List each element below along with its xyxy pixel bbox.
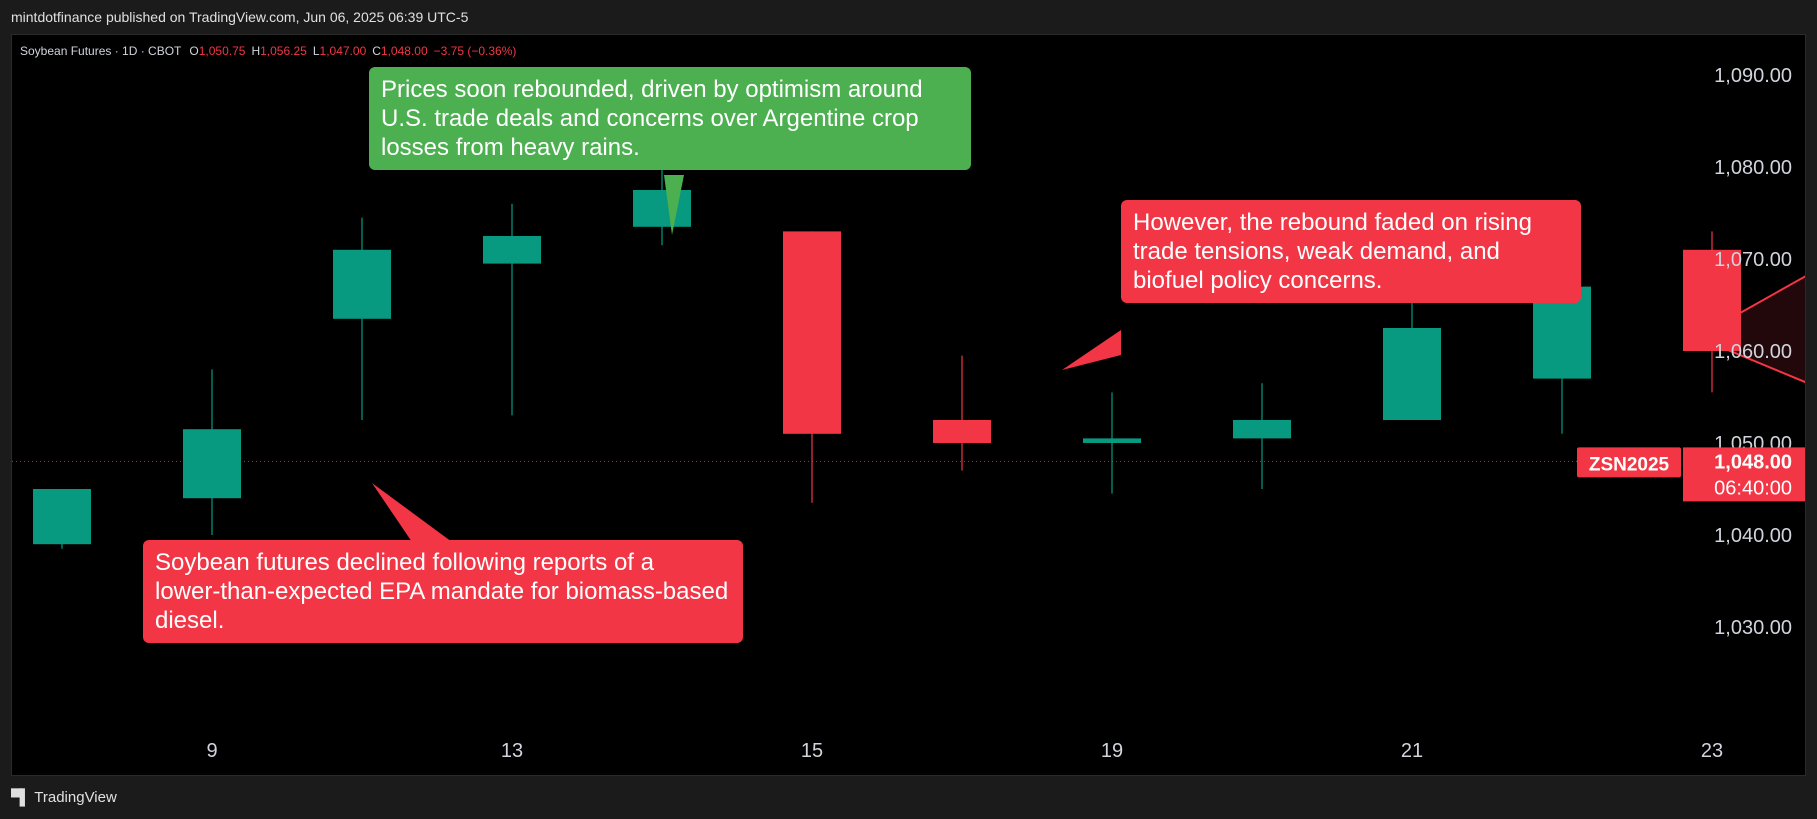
legend-change: −3.75 (−0.36%): [434, 44, 517, 58]
legend-close-value: 1,048.00: [381, 44, 428, 58]
legend-symbol: Soybean Futures · 1D · CBOT: [20, 44, 182, 58]
downtrend-channel[interactable]: [1694, 185, 1806, 654]
last-price-value: 1,048.00: [1714, 451, 1792, 473]
footer-bar: ▀▌ TradingView: [0, 778, 1817, 819]
candle-down[interactable]: [933, 420, 991, 443]
candle-up[interactable]: [633, 190, 691, 227]
tradingview-logo[interactable]: ▀▌ TradingView: [11, 789, 117, 806]
candle-down[interactable]: [1683, 249, 1741, 351]
legend-open-value: 1,050.75: [199, 44, 246, 58]
annotation-red-right-pointer: [1062, 330, 1121, 370]
x-tick-label: 23: [1701, 740, 1723, 762]
annotation-red-left-box[interactable]: [143, 540, 743, 643]
ticker-tag-label: ZSN2025: [1589, 454, 1670, 475]
candle-up[interactable]: [1233, 420, 1291, 439]
x-tick-label: 9: [206, 740, 217, 762]
y-tick-label: 1,030.00: [1714, 617, 1792, 639]
publisher-text: mintdotfinance published on TradingView.…: [11, 9, 469, 25]
candle-up[interactable]: [183, 429, 241, 499]
annotation-green-box[interactable]: [369, 67, 971, 170]
ticker-tag[interactable]: [1577, 447, 1681, 478]
x-tick-label: 15: [801, 740, 823, 762]
legend-high-label: H: [251, 44, 260, 58]
x-tick-label: 21: [1401, 740, 1423, 762]
legend-close-label: C: [372, 44, 381, 58]
publisher-bar: mintdotfinance published on TradingView.…: [0, 0, 1817, 34]
y-tick-label: 1,040.00: [1714, 525, 1792, 547]
legend-high-value: 1,056.25: [260, 44, 307, 58]
annotation-red-left-text: Soybean futures declined following repor…: [155, 549, 728, 634]
x-tick-label: 19: [1101, 740, 1123, 762]
candle-down[interactable]: [783, 231, 841, 434]
annotation-green-text: Prices soon rebounded, driven by optimis…: [381, 76, 923, 161]
candle-up[interactable]: [33, 489, 91, 545]
legend-low-value: 1,047.00: [320, 44, 367, 58]
last-price-countdown: 06:40:00: [1714, 477, 1792, 499]
y-tick-label: 1,060.00: [1714, 341, 1792, 363]
annotation-red-right-text: However, the rebound faded on rising trad…: [1133, 209, 1532, 294]
y-tick-label: 1,080.00: [1714, 157, 1792, 179]
legend-open-label: O: [189, 44, 198, 58]
annotation-red-right-box[interactable]: [1121, 200, 1581, 303]
annotation-red-left-pointer: [372, 483, 452, 542]
candle-up[interactable]: [1083, 438, 1141, 443]
candle-up[interactable]: [333, 249, 391, 319]
last-price-box: [1683, 447, 1805, 502]
annotation-green-pointer: [664, 175, 684, 235]
candle-up[interactable]: [1383, 328, 1441, 420]
chart-area[interactable]: 9131519212328Jun46101,090.001,080.001,07…: [11, 34, 1806, 776]
candlestick-chart[interactable]: 9131519212328Jun46101,090.001,080.001,07…: [12, 35, 1806, 776]
y-tick-label: 1,090.00: [1714, 65, 1792, 87]
y-tick-label: 1,070.00: [1714, 249, 1792, 271]
tradingview-logo-icon: ▀▌: [11, 789, 30, 806]
tradingview-brand-label: TradingView: [34, 789, 117, 806]
candle-up[interactable]: [483, 236, 541, 264]
x-tick-label: 13: [501, 740, 523, 762]
legend-low-label: L: [313, 44, 320, 58]
